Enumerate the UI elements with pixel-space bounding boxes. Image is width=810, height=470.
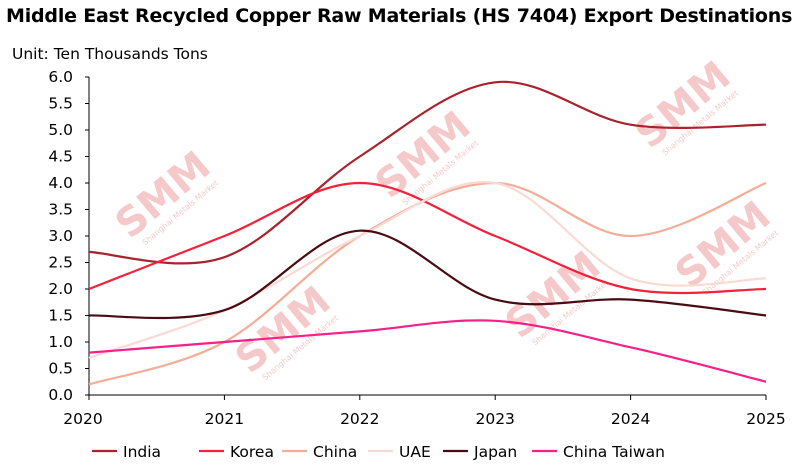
y-tick-label: 1.5 [48, 307, 73, 325]
legend-item-china-taiwan: China Taiwan [532, 443, 665, 461]
legend-item-korea: Korea [199, 443, 274, 461]
series-line-japan [88, 229, 767, 320]
legend-label: UAE [399, 443, 431, 461]
series-line-india [88, 80, 767, 265]
axes: 0.0 0.5 1.0 1.5 2.0 2.5 3.0 3.5 4.0 4.5 5.0 5.5 6.0 2… [48, 68, 785, 428]
series-line-korea [88, 181, 767, 295]
x-tick-label: 2022 [340, 410, 379, 428]
x-tick-label: 2021 [205, 410, 244, 428]
y-tick-label: 0.5 [48, 360, 73, 378]
chart-title: Middle East Recycled Copper Raw Material… [6, 5, 793, 27]
x-tick-label: 2025 [746, 410, 785, 428]
legend-item-china: China [282, 443, 357, 461]
series-line-uae [88, 181, 767, 359]
y-tick-label: 5.0 [48, 121, 73, 139]
x-tick-label: 2023 [475, 410, 514, 428]
y-tick-label: 2.5 [48, 254, 73, 272]
y-tick-label: 1.0 [48, 333, 73, 351]
y-tick-label: 0.0 [48, 386, 73, 404]
y-tick-label: 4.0 [48, 174, 73, 192]
series-line-china [88, 181, 767, 386]
legend-label: China Taiwan [563, 443, 665, 461]
x-tick-label: 2020 [63, 410, 102, 428]
legend-item-japan: Japan [443, 443, 517, 461]
y-tick-label: 3.5 [48, 201, 73, 219]
y-axis-unit-label: Unit: Ten Thousands Tons [12, 45, 208, 63]
y-tick-label: 4.5 [48, 148, 73, 166]
legend-item-india: India [92, 443, 161, 461]
y-tick-label: 6.0 [48, 68, 73, 86]
legend-label: China [313, 443, 357, 461]
legend-label: Japan [473, 443, 517, 461]
legend: India Korea China UAE Japan China Taiwan [92, 443, 665, 461]
y-tick-label: 5.5 [48, 95, 73, 113]
legend-label: Korea [230, 443, 274, 461]
legend-item-uae: UAE [368, 443, 431, 461]
x-tick-label: 2024 [611, 410, 650, 428]
series-line-china-taiwan [88, 319, 767, 383]
y-tick-label: 3.0 [48, 227, 73, 245]
series-lines [88, 80, 767, 386]
y-tick-label: 2.0 [48, 280, 73, 298]
legend-label: India [123, 443, 161, 461]
